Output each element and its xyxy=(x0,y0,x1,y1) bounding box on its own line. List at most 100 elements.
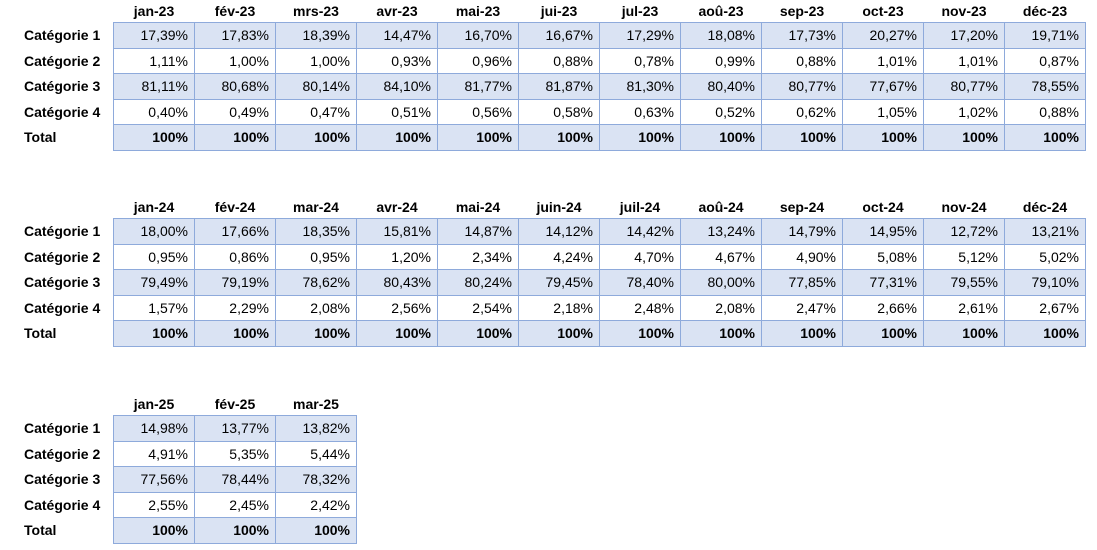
column-header: mar-24 xyxy=(293,199,339,215)
value-cell: 100% xyxy=(113,320,195,347)
value-cell: 100% xyxy=(194,517,276,544)
value-cell: 19,71% xyxy=(1004,22,1086,49)
column-header: jan-24 xyxy=(133,199,175,215)
value-cell: 100% xyxy=(275,320,357,347)
category-row: Catégorie 2 0,95% 0,86% 0,95% 1,20% 2,34% 4,24… xyxy=(18,243,1086,270)
value-cell: 100% xyxy=(518,320,600,347)
value-cell: 100% xyxy=(356,124,438,151)
value-cell: 4,70% xyxy=(599,243,681,270)
value-cell: 0,88% xyxy=(761,47,843,74)
column-header: jul-23 xyxy=(621,3,659,19)
value-cell: 2,66% xyxy=(842,294,924,321)
value-cell: 15,81% xyxy=(356,218,438,245)
value-cell: 78,55% xyxy=(1004,73,1086,100)
value-cell: 1,01% xyxy=(923,47,1005,74)
value-cell: 14,98% xyxy=(113,415,195,442)
total-row: Total 100% 100% 100% xyxy=(18,517,357,544)
column-header: jui-23 xyxy=(540,3,578,19)
column-header: fév-23 xyxy=(214,3,256,19)
value-cell: 13,21% xyxy=(1004,218,1086,245)
value-cell: 14,79% xyxy=(761,218,843,245)
value-cell: 17,83% xyxy=(194,22,276,49)
value-cell: 100% xyxy=(680,124,762,151)
value-cell: 14,87% xyxy=(437,218,519,245)
value-cell: 80,77% xyxy=(761,73,843,100)
row-label: Catégorie 2 xyxy=(24,52,101,69)
column-header: fév-24 xyxy=(214,199,256,215)
value-cell: 14,12% xyxy=(518,218,600,245)
value-cell: 78,62% xyxy=(275,269,357,296)
value-cell: 80,14% xyxy=(275,73,357,100)
row-label: Total xyxy=(24,325,57,342)
value-cell: 80,68% xyxy=(194,73,276,100)
row-label: Catégorie 1 xyxy=(24,420,101,437)
value-cell: 100% xyxy=(680,320,762,347)
category-row: Catégorie 3 81,11% 80,68% 80,14% 84,10% 81,77… xyxy=(18,73,1086,100)
value-cell: 81,30% xyxy=(599,73,681,100)
value-cell: 100% xyxy=(761,320,843,347)
value-cell: 80,24% xyxy=(437,269,519,296)
value-cell: 77,67% xyxy=(842,73,924,100)
value-cell: 2,47% xyxy=(761,294,843,321)
value-cell: 0,56% xyxy=(437,98,519,125)
column-header: mai-24 xyxy=(455,199,501,215)
value-cell: 77,31% xyxy=(842,269,924,296)
value-cell: 0,51% xyxy=(356,98,438,125)
value-cell: 100% xyxy=(1004,124,1086,151)
value-cell: 0,58% xyxy=(518,98,600,125)
category-row: Catégorie 2 1,11% 1,00% 1,00% 0,93% 0,96% 0,88… xyxy=(18,47,1086,74)
value-cell: 100% xyxy=(923,124,1005,151)
value-cell: 0,47% xyxy=(275,98,357,125)
column-header: avr-24 xyxy=(376,199,418,215)
value-cell: 0,52% xyxy=(680,98,762,125)
corner-cell xyxy=(18,393,114,416)
data-table: jan-24 fév-24 mar-24 avr-24 mai-24 juin-24 jui… xyxy=(18,196,1086,347)
value-cell: 100% xyxy=(923,320,1005,347)
value-cell: 1,57% xyxy=(113,294,195,321)
column-header: nov-23 xyxy=(941,3,987,19)
value-cell: 4,67% xyxy=(680,243,762,270)
value-cell: 5,44% xyxy=(275,440,357,467)
value-cell: 81,77% xyxy=(437,73,519,100)
value-cell: 80,40% xyxy=(680,73,762,100)
column-header: nov-24 xyxy=(941,199,987,215)
row-label: Catégorie 1 xyxy=(24,27,101,44)
value-cell: 2,45% xyxy=(194,491,276,518)
value-cell: 80,00% xyxy=(680,269,762,296)
value-cell: 14,47% xyxy=(356,22,438,49)
row-label: Catégorie 4 xyxy=(24,496,101,513)
value-cell: 5,02% xyxy=(1004,243,1086,270)
row-label: Catégorie 3 xyxy=(24,78,101,95)
value-cell: 16,67% xyxy=(518,22,600,49)
value-cell: 79,19% xyxy=(194,269,276,296)
column-header: jan-23 xyxy=(133,3,175,19)
value-cell: 100% xyxy=(275,517,357,544)
value-cell: 5,12% xyxy=(923,243,1005,270)
row-label: Catégorie 2 xyxy=(24,445,101,462)
value-cell: 18,39% xyxy=(275,22,357,49)
value-cell: 2,55% xyxy=(113,491,195,518)
category-row: Catégorie 1 18,00% 17,66% 18,35% 15,81% 14,87… xyxy=(18,218,1086,245)
value-cell: 0,62% xyxy=(761,98,843,125)
value-cell: 2,29% xyxy=(194,294,276,321)
value-cell: 0,95% xyxy=(113,243,195,270)
column-header: juin-24 xyxy=(536,199,582,215)
category-row: Catégorie 3 79,49% 79,19% 78,62% 80,43% 80,24… xyxy=(18,269,1086,296)
value-cell: 0,96% xyxy=(437,47,519,74)
value-cell: 100% xyxy=(437,124,519,151)
value-cell: 13,82% xyxy=(275,415,357,442)
category-row: Catégorie 3 77,56% 78,44% 78,32% xyxy=(18,466,357,493)
value-cell: 100% xyxy=(437,320,519,347)
header-row: jan-23 fév-23 mrs-23 avr-23 mai-23 jui-23 jul-… xyxy=(18,0,1086,23)
value-cell: 100% xyxy=(842,320,924,347)
value-cell: 0,99% xyxy=(680,47,762,74)
category-row: Catégorie 4 1,57% 2,29% 2,08% 2,56% 2,54% 2,18… xyxy=(18,294,1086,321)
column-header: aoû-23 xyxy=(698,3,744,19)
value-cell: 0,88% xyxy=(518,47,600,74)
data-table: jan-25 fév-25 mar-25 Catégorie 1 14,98% 13,77… xyxy=(18,393,357,544)
value-cell: 0,49% xyxy=(194,98,276,125)
column-header: oct-24 xyxy=(862,199,904,215)
value-cell: 79,55% xyxy=(923,269,1005,296)
column-header: jan-25 xyxy=(133,396,175,412)
